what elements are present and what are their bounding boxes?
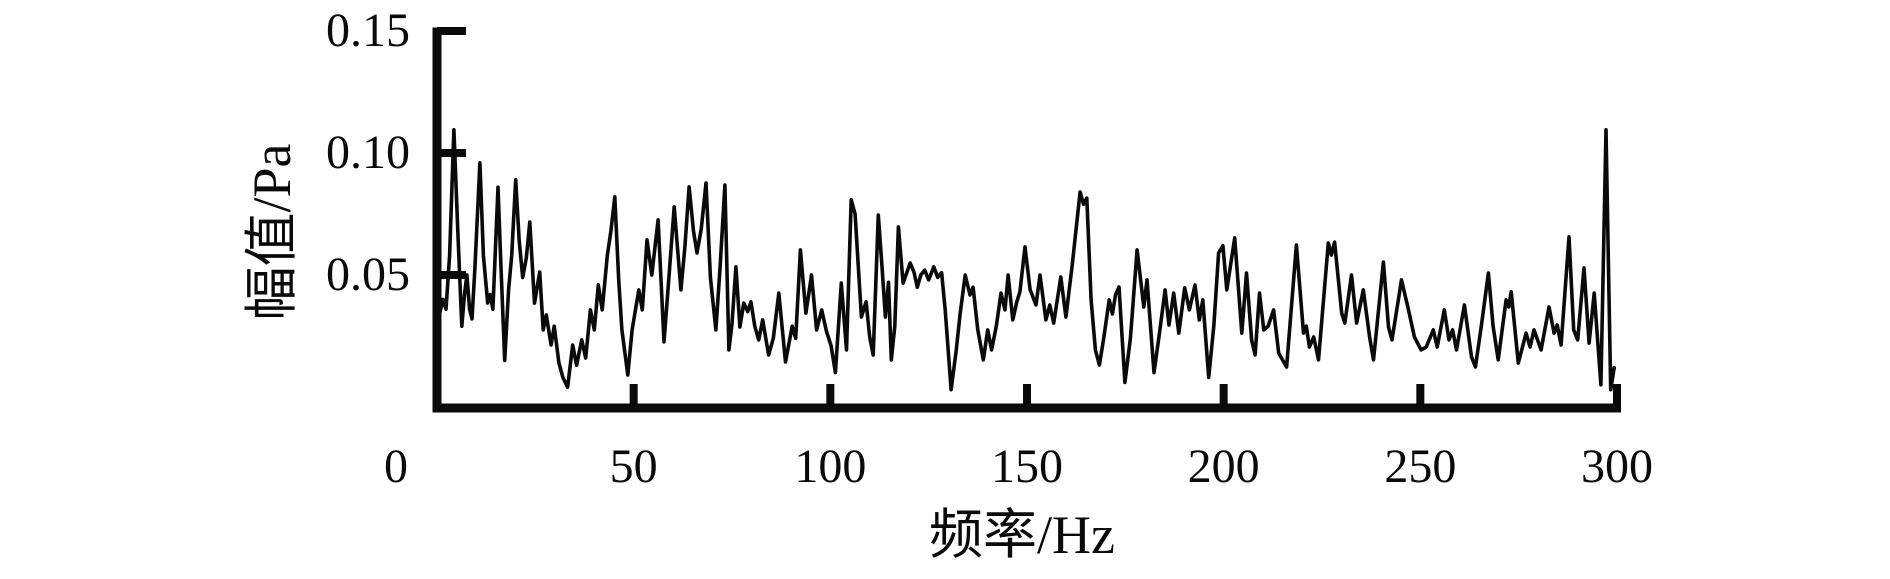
- x-tick-label-0: 0: [384, 440, 408, 493]
- y-tick-label-0.05: 0.05: [326, 248, 410, 301]
- tick-marks: [437, 27, 1621, 408]
- x-tick-label-100: 100: [794, 440, 867, 493]
- x-tick-label-150: 150: [991, 440, 1063, 493]
- x-tick-label-50: 50: [609, 440, 658, 493]
- x-tick-label-300: 300: [1581, 440, 1653, 493]
- x-tick-label-250: 250: [1384, 440, 1457, 493]
- x-axis-title: 频率/Hz: [929, 505, 1115, 565]
- y-tick-label-0.10: 0.10: [326, 126, 410, 179]
- y-tick-label-0.15: 0.15: [326, 4, 410, 57]
- spectrum-line: [437, 128, 1616, 392]
- x-tick-label-200: 200: [1187, 440, 1260, 493]
